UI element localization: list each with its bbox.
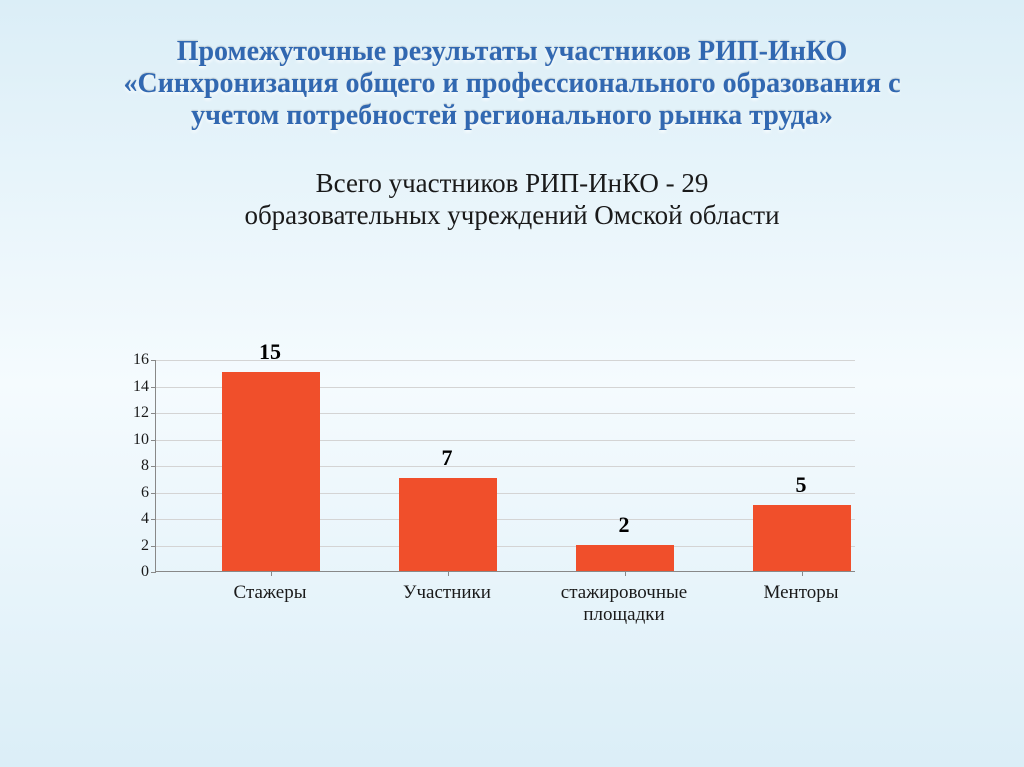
x-axis-label: Стажеры bbox=[185, 582, 355, 604]
x-axis-label: стажировочныеплощадки bbox=[539, 582, 709, 626]
bar-data-label: 5 bbox=[796, 472, 807, 498]
subtitle-text: Всего участников РИП-ИнКО - 29 образоват… bbox=[40, 167, 984, 232]
bar-chart: 0 2 4 6 8 10 12 14 16 15 Стажеры 7 Участники 2 стажир… bbox=[105, 340, 865, 660]
x-tick-mark bbox=[625, 571, 626, 576]
x-tick-mark bbox=[448, 571, 449, 576]
y-tick-label: 0 bbox=[141, 563, 149, 581]
y-tick-label: 8 bbox=[141, 457, 149, 475]
y-axis: 0246810121416 bbox=[105, 360, 155, 572]
page-title: Промежуточные результаты участников РИП-… bbox=[30, 36, 994, 133]
y-tick-mark bbox=[151, 572, 156, 573]
x-tick-mark bbox=[271, 571, 272, 576]
subtitle-line-1: Всего участников РИП-ИнКО - 29 bbox=[316, 168, 709, 198]
title-line-1: Промежуточные результаты участников РИП-… bbox=[177, 36, 848, 67]
x-axis-label: Менторы bbox=[716, 582, 886, 604]
y-tick-label: 16 bbox=[133, 351, 149, 369]
bar-data-label: 7 bbox=[442, 445, 453, 471]
title-block: Промежуточные результаты участников РИП-… bbox=[0, 0, 1024, 133]
bar-data-label: 2 bbox=[619, 512, 630, 538]
bar-data-label: 15 bbox=[259, 339, 281, 365]
chart-bar bbox=[753, 505, 851, 571]
y-tick-label: 2 bbox=[141, 537, 149, 555]
x-axis-label: Участники bbox=[362, 582, 532, 604]
x-tick-mark bbox=[802, 571, 803, 576]
y-tick-label: 14 bbox=[133, 378, 149, 396]
title-line-3: учетом потребностей регионального рынка … bbox=[191, 100, 833, 131]
chart-bar bbox=[576, 545, 674, 572]
y-tick-label: 10 bbox=[133, 431, 149, 449]
y-tick-label: 4 bbox=[141, 510, 149, 528]
chart-bar bbox=[222, 372, 320, 571]
subtitle-line-2: образовательных учреждений Омской област… bbox=[244, 200, 779, 230]
plot-area bbox=[155, 360, 855, 572]
chart-bar bbox=[399, 478, 497, 571]
subtitle-block: Всего участников РИП-ИнКО - 29 образоват… bbox=[0, 167, 1024, 232]
y-tick-label: 12 bbox=[133, 404, 149, 422]
title-line-2: «Синхронизация общего и профессиональног… bbox=[123, 68, 900, 99]
y-tick-label: 6 bbox=[141, 484, 149, 502]
